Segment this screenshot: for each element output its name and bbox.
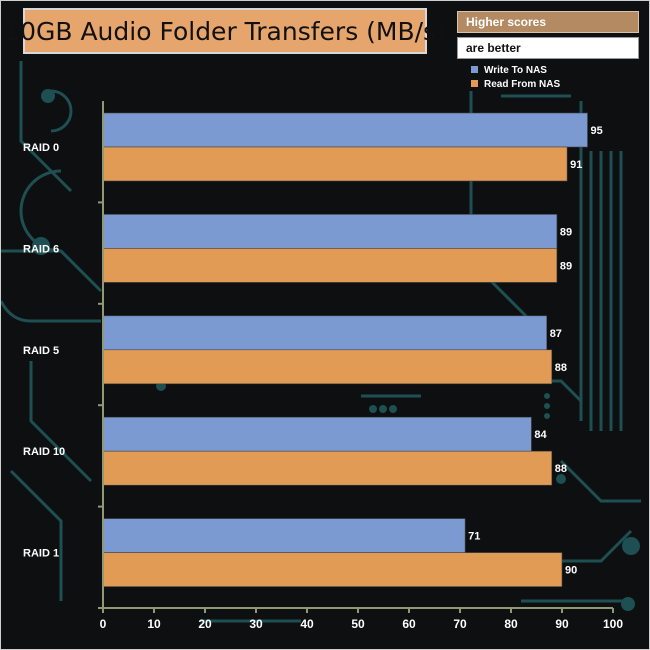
bar-read — [102, 349, 553, 385]
x-tick-label: 80 — [504, 617, 518, 631]
x-tick-label: 10 — [147, 617, 161, 631]
chart-title: 10GB Audio Folder Transfers (MB/s) — [4, 16, 446, 46]
bar-read — [102, 146, 568, 182]
bar-read — [102, 552, 563, 587]
data-label: 87 — [550, 328, 562, 340]
x-tick-label: 40 — [300, 617, 314, 631]
data-label: 88 — [555, 362, 567, 374]
bar-write — [102, 315, 548, 351]
category-label: RAID 5 — [23, 345, 59, 357]
data-label: 89 — [560, 226, 572, 238]
legend-swatch-write — [471, 66, 478, 73]
bar-write — [102, 112, 588, 148]
bar-read — [102, 248, 558, 283]
are-better-note: are better — [457, 37, 639, 59]
data-label: 95 — [591, 125, 603, 137]
category-label: RAID 10 — [23, 446, 65, 458]
higher-scores-note: Higher scores — [457, 11, 639, 33]
data-label: 88 — [555, 463, 567, 475]
x-tick-label: 20 — [198, 617, 212, 631]
bar-read — [102, 450, 553, 486]
legend-label-write: Write To NAS — [484, 65, 547, 76]
data-label: 84 — [534, 429, 547, 441]
data-label: 71 — [468, 531, 480, 543]
category-label: RAID 6 — [23, 243, 59, 255]
bar-write — [102, 416, 532, 452]
data-label: 89 — [560, 260, 572, 272]
data-label: 90 — [565, 565, 577, 577]
category-label: RAID 1 — [23, 548, 59, 560]
x-tick-label: 60 — [402, 617, 416, 631]
chart-title-box: 10GB Audio Folder Transfers (MB/s) — [4, 8, 446, 54]
legend-item-read: Read From NAS — [471, 79, 560, 90]
x-tick-label: 50 — [351, 617, 365, 631]
bar-write — [102, 214, 558, 249]
legend-label-read: Read From NAS — [484, 79, 561, 90]
legend-swatch-read — [471, 80, 478, 87]
legend-item-write: Write To NAS — [471, 65, 547, 76]
x-tick-label: 70 — [453, 617, 467, 631]
x-tick-label: 100 — [603, 617, 623, 631]
x-tick-label: 0 — [100, 617, 107, 631]
x-tick-label: 30 — [249, 617, 263, 631]
bar-write — [102, 518, 466, 553]
data-label: 91 — [570, 159, 582, 171]
x-tick-label: 90 — [555, 617, 569, 631]
category-label: RAID 0 — [23, 142, 59, 154]
